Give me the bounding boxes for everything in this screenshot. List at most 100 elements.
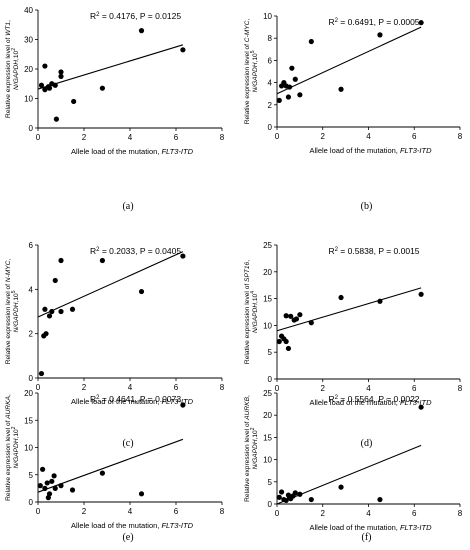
y-tick-label: 30 [24, 36, 33, 45]
data-point [276, 97, 282, 103]
data-point [42, 485, 48, 491]
y-axis-label: Relative expression level of AURKB, [244, 395, 251, 502]
x-tick-label: 6 [412, 132, 417, 141]
trend-line [276, 26, 422, 95]
y-axis-label-line2: N/GAPDH,102 [11, 48, 20, 90]
y-tick-label: 0 [268, 375, 273, 384]
y-tick-label: 5 [268, 478, 273, 487]
panel-label: (a) [122, 201, 133, 212]
panel-label: (e) [122, 532, 133, 543]
data-point [46, 85, 53, 91]
data-point [418, 404, 424, 410]
y-tick-label: 15 [263, 433, 272, 442]
x-axis-label: Allele load of the mutation, FLT3-ITD [309, 523, 432, 532]
data-point [42, 63, 48, 69]
data-point [418, 291, 424, 297]
y-tick-label: 10 [263, 12, 272, 21]
stat-annotation: R2 = 0.2033, P = 0.0405 [90, 246, 181, 256]
data-point [308, 496, 314, 503]
x-tick-label: 4 [366, 509, 371, 518]
stat-annotation: R2 = 0.5838, P = 0.0015 [328, 246, 419, 256]
data-point [180, 253, 186, 259]
y-tick-label: 20 [263, 411, 272, 420]
chart-panel-4: 0 2 4 6 8 0 5 10 15 20 25 R2 = 0.5838, P = 0.0015 Al… [244, 241, 463, 449]
x-tick-label: 6 [412, 384, 417, 393]
x-tick-label: 2 [82, 507, 87, 516]
y-tick-label: 0 [29, 498, 34, 507]
y-tick-label: 10 [263, 321, 272, 330]
y-tick-label: 20 [24, 389, 33, 398]
x-axis-label: Allele load of the mutation, FLT3-ITD [71, 397, 194, 406]
data-point [52, 485, 58, 491]
data-point [43, 331, 49, 337]
y-tick-label: 20 [263, 268, 272, 277]
data-point [285, 345, 292, 352]
y-axis-label: Relative expression level of N-MYC, [5, 259, 12, 365]
x-tick-label: 6 [412, 509, 417, 518]
x-tick-label: 0 [36, 133, 41, 142]
y-axis-label-line2: N/GAPDH,105 [250, 50, 259, 92]
data-point [180, 402, 186, 408]
data-point [138, 491, 145, 497]
x-tick-label: 6 [174, 507, 179, 516]
y-tick-label: 40 [24, 6, 33, 15]
x-tick-label: 0 [36, 383, 41, 392]
data-point [69, 306, 76, 312]
data-point [308, 38, 314, 45]
x-tick-label: 4 [128, 133, 133, 142]
y-tick-label: 10 [24, 444, 33, 453]
x-tick-label: 8 [458, 384, 463, 393]
y-axis-label-line2: N/GAPDH,105 [11, 290, 20, 332]
stat-annotation: R2 = 0.4176, P = 0.0125 [90, 11, 181, 21]
y-axis-label-line2: N/GAPDH,102 [250, 427, 259, 469]
y-axis-label: Relative expression level of AURKA, [5, 394, 12, 501]
stat-annotation: R2 = 0.5564, P = 0.0022 [328, 394, 419, 404]
data-point [338, 86, 344, 92]
data-point [58, 73, 64, 79]
y-tick-label: 15 [24, 416, 33, 425]
y-tick-label: 0 [268, 500, 273, 509]
y-tick-label: 25 [263, 389, 272, 398]
y-tick-label: 0 [29, 124, 34, 133]
chart-panel-2: 0 2 4 6 8 0 2 4 6 8 10 R2 = 0.6491, P = 0.0005 Allel… [244, 12, 463, 212]
x-tick-label: 2 [321, 132, 326, 141]
data-point [418, 20, 424, 26]
trend-line [276, 287, 422, 332]
data-point [46, 313, 53, 319]
data-point [51, 473, 57, 479]
x-tick-label: 8 [220, 507, 225, 516]
x-tick-label: 4 [366, 384, 371, 393]
data-point [138, 28, 145, 34]
x-tick-label: 2 [321, 509, 326, 518]
data-point [99, 85, 105, 91]
data-point [44, 480, 50, 486]
x-axis-label: Allele load of the mutation, FLT3-ITD [71, 521, 194, 530]
data-point [40, 466, 46, 472]
y-tick-label: 0 [268, 123, 273, 132]
data-point [46, 491, 53, 497]
data-point [42, 87, 48, 93]
y-axis-label: Relative expression level of C-MYC, [244, 19, 251, 125]
panel-label: (f) [362, 532, 372, 543]
data-point [58, 69, 64, 75]
y-tick-label: 25 [263, 241, 272, 250]
data-point [276, 494, 282, 500]
data-point [292, 76, 298, 82]
x-tick-label: 4 [128, 507, 133, 516]
x-tick-label: 6 [174, 383, 179, 392]
y-axis-label-line2: N/GAPDH,102 [11, 426, 20, 468]
data-point [69, 487, 76, 493]
data-point [297, 312, 303, 318]
panel-label: (b) [361, 201, 373, 212]
data-point [180, 47, 186, 53]
data-point [276, 338, 282, 345]
stat-annotation: R2 = 0.6491, P = 0.0005 [328, 17, 419, 27]
y-tick-label: 20 [24, 65, 33, 74]
panel-label: (c) [122, 438, 133, 449]
x-tick-label: 0 [36, 507, 41, 516]
y-tick-label: 15 [263, 295, 272, 304]
y-tick-label: 10 [24, 95, 33, 104]
data-point [37, 483, 43, 489]
